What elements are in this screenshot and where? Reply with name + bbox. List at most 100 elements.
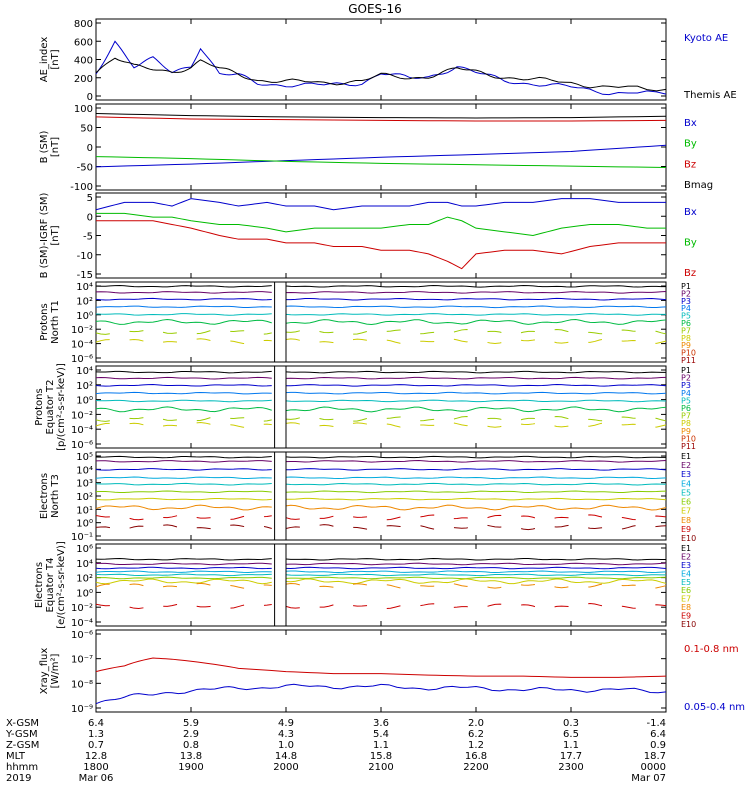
y-tick-label: 10⁻² xyxy=(71,325,93,336)
series-e4 xyxy=(95,476,272,480)
y-axis-label: Equator T2 xyxy=(45,380,56,435)
series-e5 xyxy=(285,482,667,486)
ephemeris-label: MLT xyxy=(6,751,26,762)
series-p7 xyxy=(285,328,667,335)
series-0-05-0-4-nm xyxy=(95,683,667,705)
legend-by: By xyxy=(684,238,697,249)
y-axis-label: [e/(cm²-s-sr-keV)] xyxy=(56,541,67,629)
y-tick-label: 10² xyxy=(76,574,93,585)
series-p4 xyxy=(95,305,272,309)
legend-by: By xyxy=(684,139,697,150)
legend-themis-ae: Themis AE xyxy=(683,90,737,101)
panel-frame xyxy=(95,103,667,191)
series-group-bigrf xyxy=(95,198,666,270)
ephemeris-value: 5.9 xyxy=(183,718,199,729)
series-p3 xyxy=(95,297,272,301)
series-kyoto-ae xyxy=(95,40,667,96)
y-tick-label: 5 xyxy=(87,193,93,204)
series-group-e_equator xyxy=(95,557,667,610)
y-axis-label: North T3 xyxy=(50,474,61,518)
y-tick-label: 0 xyxy=(87,92,93,103)
series-p3 xyxy=(285,297,667,301)
ephemeris-value: 6.4 xyxy=(88,718,104,729)
legend-e5: E5 xyxy=(681,488,691,497)
ephemeris-value: 2.9 xyxy=(183,729,199,740)
ephemeris-label: Z-GSM xyxy=(6,740,39,751)
ephemeris-value: 2.0 xyxy=(468,718,484,729)
series-e3 xyxy=(285,468,667,471)
legend-p7: P7 xyxy=(681,326,691,335)
series-p7 xyxy=(95,416,272,422)
ephemeris-value: 2000 xyxy=(273,762,298,773)
legend-p5: P5 xyxy=(681,312,691,321)
y-axis-label: [nT] xyxy=(50,225,61,245)
legend-e1: E1 xyxy=(681,544,691,553)
series-p8 xyxy=(95,338,272,345)
legend-e3: E3 xyxy=(681,470,691,479)
legend-e6: E6 xyxy=(681,498,691,507)
series-group-xray xyxy=(95,657,667,705)
legend-p9: P9 xyxy=(681,341,691,350)
series-e10 xyxy=(285,524,667,531)
y-tick-label: 10⁻⁸ xyxy=(71,679,93,690)
legend-p4: P4 xyxy=(681,304,691,313)
legend-e6: E6 xyxy=(681,586,691,595)
ephemeris-value: 13.8 xyxy=(180,751,202,762)
y-tick-label: 10⁻⁹ xyxy=(71,704,93,715)
legend-e4: E4 xyxy=(681,569,691,578)
series-e1 xyxy=(285,455,667,459)
y-tick-label: 10² xyxy=(76,492,93,503)
legend-e1: E1 xyxy=(681,452,691,461)
series-p7 xyxy=(285,415,667,422)
series-p8 xyxy=(285,338,667,345)
ephemeris-value: 5.4 xyxy=(373,729,389,740)
legend-bz: Bz xyxy=(684,268,696,279)
ephemeris-value: 0.9 xyxy=(650,740,666,751)
panel-frame xyxy=(95,543,667,627)
legend-bx: Bx xyxy=(684,207,697,218)
legend-e7: E7 xyxy=(681,507,691,516)
ephemeris-value: 3.6 xyxy=(373,718,389,729)
legend-p8: P8 xyxy=(681,334,691,343)
y-tick-label: 10⁻¹ xyxy=(71,532,93,543)
legend-e9: E9 xyxy=(681,612,691,621)
legend-0-1-0-8-nm: 0.1-0.8 nm xyxy=(684,644,739,655)
series-group-bsm xyxy=(95,113,667,168)
legend-p5: P5 xyxy=(681,396,691,405)
series-themis-ae xyxy=(95,57,667,92)
ephemeris-value: 1.0 xyxy=(278,740,294,751)
y-tick-label: 600 xyxy=(74,37,93,48)
series-e3 xyxy=(95,566,272,570)
series-bx xyxy=(95,144,667,168)
legend-p10: P10 xyxy=(681,349,696,358)
data-gap xyxy=(274,545,286,625)
legend-p8: P8 xyxy=(681,419,691,428)
ephemeris-value: 1800 xyxy=(83,762,108,773)
series-p1 xyxy=(95,370,272,374)
legend-kyoto-ae: Kyoto AE xyxy=(684,33,728,44)
series-e7 xyxy=(285,497,667,501)
ephemeris-value: 0.7 xyxy=(88,740,104,751)
series-e7 xyxy=(95,578,272,585)
series-e7 xyxy=(95,497,272,501)
series-p7 xyxy=(95,329,272,335)
legend-e10: E10 xyxy=(681,534,696,543)
y-axis-label: Protons xyxy=(39,303,50,340)
y-axis-label: Protons xyxy=(34,388,45,425)
ephemeris-value: 4.3 xyxy=(278,729,294,740)
series-e6 xyxy=(285,490,667,494)
series-e8 xyxy=(285,582,667,589)
ephemeris-value: 1900 xyxy=(178,762,203,773)
ephemeris-value: Mar 07 xyxy=(631,773,666,784)
ephemeris-value: 16.8 xyxy=(465,751,487,762)
y-axis-label: AE_index xyxy=(39,37,50,83)
series-by xyxy=(96,212,666,237)
series-0-1-0-8-nm xyxy=(95,657,667,678)
y-tick-label: -50 xyxy=(77,163,93,174)
series-e4 xyxy=(285,570,667,574)
series-e8 xyxy=(95,582,272,589)
y-tick-label: 10⁻⁶ xyxy=(71,630,93,641)
series-p1 xyxy=(285,285,667,288)
series-group-e_north xyxy=(95,455,667,531)
series-p1 xyxy=(285,370,667,374)
